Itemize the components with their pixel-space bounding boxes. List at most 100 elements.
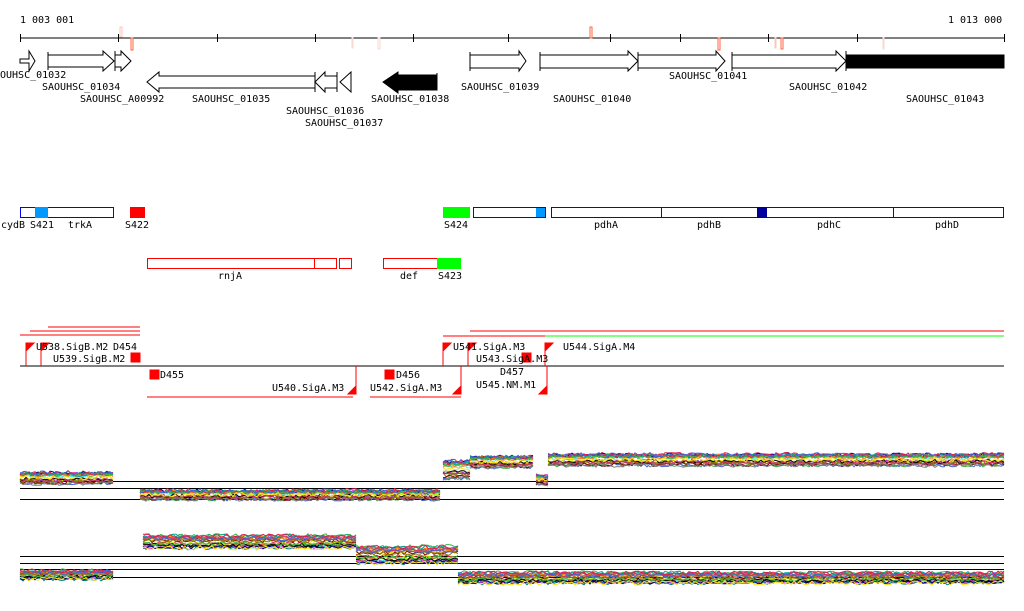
transcript-U540[interactable]: U540.SigA.M3 (272, 383, 344, 394)
label-pdhC: pdhC (817, 220, 841, 231)
expression-plot-sense (19, 451, 1005, 502)
expression-trace (19, 570, 114, 575)
expression-trace (443, 469, 471, 474)
transcript-track: U538.SigB.M2 U539.SigB.M2 D454 D455 U540… (20, 326, 1004, 398)
feature-pdh-fill (757, 207, 767, 218)
gene-label: SAOUHSC_01035 (192, 94, 270, 105)
feature-cydB-trkA[interactable] (20, 207, 114, 218)
expression-trace (469, 462, 534, 468)
transcript-U543[interactable]: U543.SigA.M3 (476, 354, 548, 365)
gene-label: SAOUHSC_01039 (461, 82, 539, 93)
label-S423: S423 (438, 271, 462, 282)
feature-box[interactable] (473, 207, 546, 218)
gene-SAOUHSC_01034[interactable]: SAOUHSC_01034 (42, 49, 120, 93)
expression-trace (442, 467, 471, 471)
expression-trace (535, 473, 549, 479)
expression-trace (19, 573, 114, 579)
transcript-U539[interactable]: U539.SigB.M2 (53, 354, 125, 365)
expression-trace (469, 454, 534, 460)
expression-trace (139, 491, 441, 498)
gene-label: SAOUHSC_01034 (42, 82, 120, 93)
expression-trace (355, 551, 459, 557)
gene-label: SAOUHSC_A00992 (80, 94, 164, 105)
transcript-U542[interactable]: U542.SigA.M3 (370, 383, 442, 394)
label-pdhD: pdhD (935, 220, 959, 231)
gene-SAOUHSC_01036[interactable]: SAOUHSC_01036 (286, 70, 364, 117)
expression-trace (442, 476, 471, 481)
transcript-U545[interactable]: U545.NM.M1 (476, 380, 536, 391)
expression-trace (355, 560, 459, 566)
expression-trace (535, 479, 548, 483)
gene-SAOUHSC_01040[interactable]: SAOUHSC_01040 (539, 49, 639, 105)
feature-S422[interactable] (130, 207, 145, 218)
expression-trace (142, 538, 357, 544)
label-S424: S424 (444, 220, 468, 231)
gene-SAOUHSC_01038[interactable]: SAOUHSC_01038 (371, 71, 449, 105)
expression-trace (547, 460, 1005, 466)
expression-plot-antisense (19, 532, 1005, 586)
transcript-U538[interactable]: U538.SigB.M2 (36, 342, 108, 353)
expression-trace (355, 554, 459, 560)
expression-trace (139, 488, 441, 494)
expression-trace (19, 480, 114, 486)
feature-small[interactable] (339, 258, 352, 269)
sequence-markers (119, 26, 885, 51)
expression-trace (457, 580, 1005, 586)
transcript-U541[interactable]: U541.SigA.M3 (453, 342, 525, 353)
expression-trace (19, 568, 114, 574)
gene-label: SAOUHSC_01037 (305, 118, 383, 129)
transcript-D455[interactable]: D455 (160, 370, 184, 381)
gene-SAOUHSC_A00992[interactable]: SAOUHSC_A00992 (80, 49, 164, 105)
expression-trace (535, 483, 549, 487)
ruler-start-label: 1 003 001 (20, 15, 74, 26)
expression-trace (469, 460, 534, 466)
gene-SAOUHSC_01035[interactable]: SAOUHSC_01035 (146, 70, 316, 105)
expression-trace (19, 474, 114, 481)
expression-trace (469, 464, 534, 470)
expression-trace (19, 480, 114, 485)
label-def: def (400, 271, 418, 282)
expression-trace (442, 472, 471, 475)
expression-trace (457, 572, 1005, 578)
transcript-D454[interactable]: D454 (113, 342, 137, 353)
expression-trace (19, 478, 114, 484)
expression-trace (469, 459, 534, 465)
feature-pdh-operon[interactable] (551, 207, 1004, 218)
gene-label: SAOUHSC_01040 (553, 94, 631, 105)
expression-trace (442, 470, 471, 475)
expression-trace (457, 576, 1005, 583)
expression-trace (142, 541, 357, 547)
feature-S424[interactable] (443, 207, 470, 218)
gene-SAOUHSC_01032[interactable]: OUHSC_01032 (0, 49, 66, 81)
feature-S423[interactable] (437, 258, 461, 269)
feature-track: cydB S421 trkA S422 S424 pdhA pdhB pdhC … (1, 207, 1004, 282)
gene-SAOUHSC_01037[interactable]: SAOUHSC_01037 (305, 70, 383, 129)
gene-SAOUHSC_01043[interactable]: SAOUHSC_01043 (845, 51, 1005, 105)
expression-trace (547, 456, 1005, 463)
feature-rnjA[interactable] (147, 258, 337, 269)
transcript-D456[interactable]: D456 (396, 370, 420, 381)
expression-trace (142, 545, 357, 551)
feature-def[interactable] (383, 258, 438, 269)
expression-trace (547, 461, 1005, 467)
gene-SAOUHSC_01041[interactable]: SAOUHSC_01041 (637, 49, 747, 82)
expression-trace (139, 494, 441, 500)
expression-trace (535, 479, 549, 485)
expression-trace (355, 548, 459, 554)
expression-trace (355, 556, 459, 562)
expression-trace (442, 458, 471, 465)
gene-SAOUHSC_01039[interactable]: SAOUHSC_01039 (461, 49, 539, 93)
transcript-U544[interactable]: U544.SigA.M4 (563, 342, 635, 353)
transcript-D457[interactable]: D457 (500, 367, 524, 378)
expression-trace (442, 475, 471, 481)
label-cydB: cydB (1, 220, 25, 231)
feature-S421[interactable] (35, 207, 48, 218)
ruler-end-label: 1 013 000 (948, 15, 1002, 26)
expression-trace (469, 455, 534, 460)
gene-track: OUHSC_01032 SAOUHSC_01034 SAOUHSC_A00992… (0, 49, 1005, 129)
gene-label: SAOUHSC_01043 (906, 94, 984, 105)
expression-trace (547, 452, 1005, 458)
expression-trace (355, 544, 459, 550)
expression-trace (355, 559, 459, 565)
